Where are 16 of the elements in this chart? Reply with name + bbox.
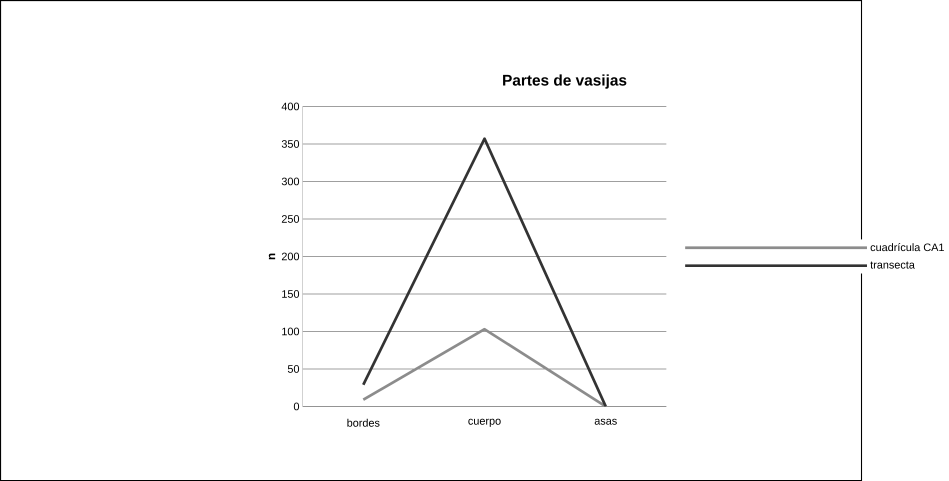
x-tick-label: bordes xyxy=(347,418,380,427)
x-tick-label: cuerpo xyxy=(468,418,501,427)
text: cuadrícula CA1 xyxy=(870,243,944,252)
y-tick-label: 250 xyxy=(282,215,300,223)
y-tick-label: 300 xyxy=(282,178,300,186)
y-tick-label: 350 xyxy=(282,140,300,148)
y-axis-title: n xyxy=(268,254,276,260)
text: transecta xyxy=(870,261,915,269)
x-tick-label: asas xyxy=(594,418,617,425)
y-tick-label: 400 xyxy=(282,102,300,110)
y-tick-label: 150 xyxy=(282,290,300,298)
chart-title: Partes de vasijas xyxy=(503,74,626,89)
y-tick-label: 50 xyxy=(288,365,300,373)
y-tick-label: 100 xyxy=(282,328,300,336)
y-tick-label: 200 xyxy=(282,252,300,260)
y-tick-label: 0 xyxy=(294,402,300,410)
